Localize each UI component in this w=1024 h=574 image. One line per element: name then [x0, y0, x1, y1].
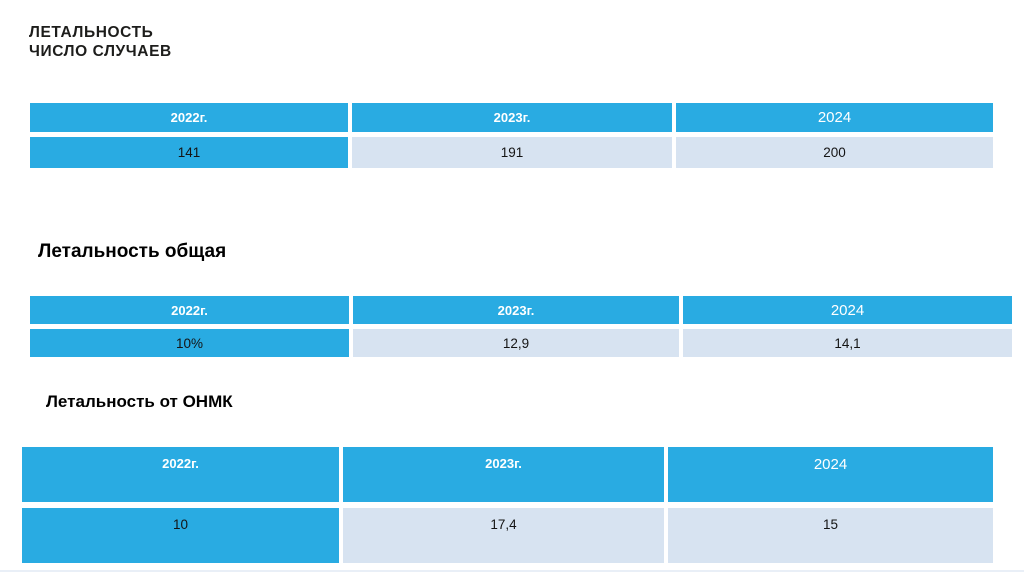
overall-value-2024: 14,1: [683, 329, 1012, 357]
table-lethality-overall: 2022г. 2023г. 2024 10% 12,9 14,1: [30, 296, 1012, 357]
overall-value-2022: 10%: [30, 329, 349, 357]
cases-header-2024: 2024: [676, 103, 993, 132]
onmk-header-2022: 2022г.: [22, 447, 339, 502]
cases-value-2022: 141: [30, 137, 348, 168]
table-lethality-onmk: 2022г. 2023г. 2024 10 17,4 15: [22, 447, 993, 563]
onmk-header-2024: 2024: [668, 447, 993, 502]
onmk-value-2022: 10: [22, 508, 339, 563]
cases-header-2023: 2023г.: [352, 103, 672, 132]
section-title-lethality-overall: Летальность общая: [38, 241, 227, 262]
section-title-lethality-onmk: Летальность от ОНМК: [46, 392, 233, 411]
overall-header-2024: 2024: [683, 296, 1012, 324]
overall-value-2023: 12,9: [353, 329, 679, 357]
cases-value-2023: 191: [352, 137, 672, 168]
cases-header-2022: 2022г.: [30, 103, 348, 132]
page-title-line1: ЛЕТАЛЬНОСТЬ: [29, 24, 154, 41]
onmk-value-2023: 17,4: [343, 508, 664, 563]
bottom-divider: [0, 570, 1024, 572]
page-title: ЛЕТАЛЬНОСТЬ ЧИСЛО СЛУЧАЕВ: [29, 23, 172, 61]
table-cases-count: 2022г. 2023г. 2024 141 191 200: [30, 103, 993, 168]
page-title-line2: ЧИСЛО СЛУЧАЕВ: [29, 43, 172, 60]
overall-header-2022: 2022г.: [30, 296, 349, 324]
overall-header-2023: 2023г.: [353, 296, 679, 324]
onmk-value-2024: 15: [668, 508, 993, 563]
onmk-header-2023: 2023г.: [343, 447, 664, 502]
cases-value-2024: 200: [676, 137, 993, 168]
